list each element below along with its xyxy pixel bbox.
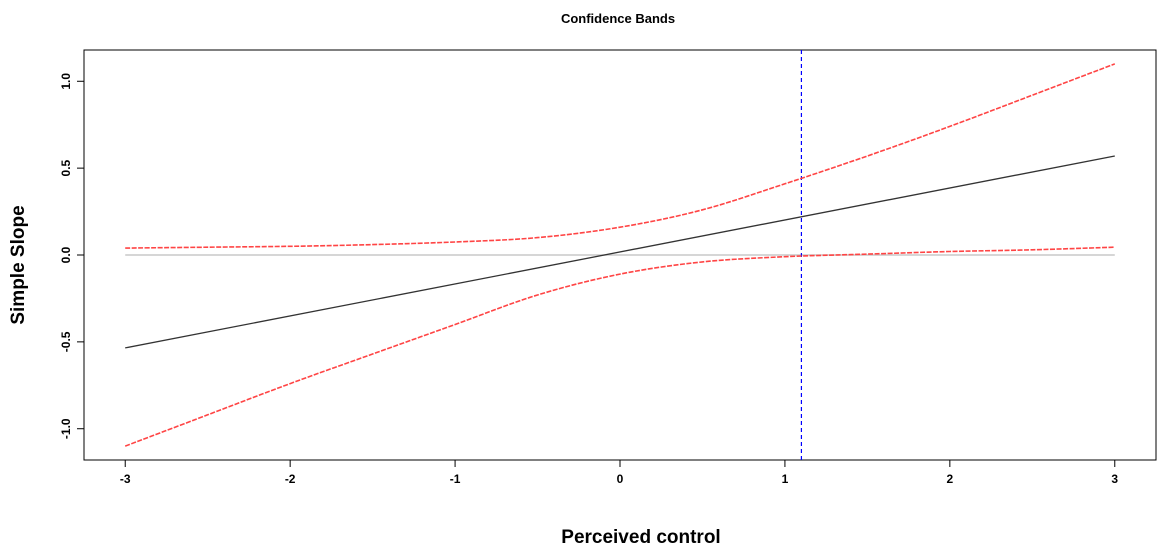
- x-tick-label: 0: [617, 472, 624, 486]
- series-line-lower: [124, 246, 1115, 447]
- x-axis: -3 -2 -1 0 1 2 3: [120, 460, 1118, 486]
- y-axis-title: Simple Slope: [8, 205, 29, 324]
- x-tick-label: -3: [120, 472, 131, 486]
- x-tick-label: -1: [450, 472, 461, 486]
- x-tick-label: 1: [782, 472, 789, 486]
- series-layer: [124, 63, 1116, 447]
- x-axis-title: Perceived control: [561, 527, 720, 548]
- x-tick-label: 2: [947, 472, 954, 486]
- y-tick-label: -0.5: [59, 331, 73, 352]
- reference-lines: [125, 50, 1115, 460]
- y-axis: -1.0 -0.5 0.0 0.5 1.0: [59, 73, 84, 439]
- chart-title: Confidence Bands: [561, 11, 675, 26]
- x-tick-label: -2: [285, 472, 296, 486]
- series-line-estimate: [125, 155, 1115, 349]
- y-tick-label: 1.0: [59, 73, 73, 90]
- x-tick-label: 3: [1111, 472, 1118, 486]
- series-line-upper: [125, 63, 1116, 249]
- y-tick-label: 0.0: [59, 246, 73, 263]
- y-tick-label: -1.0: [59, 418, 73, 439]
- y-tick-label: 0.5: [59, 159, 73, 176]
